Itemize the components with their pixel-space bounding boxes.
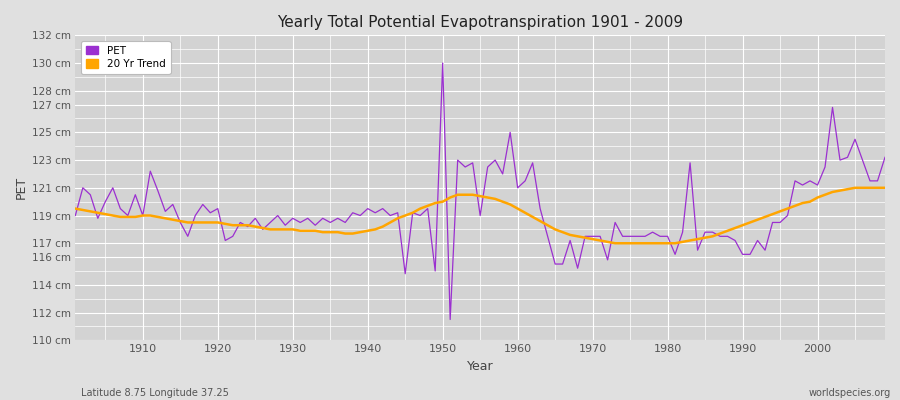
Legend: PET, 20 Yr Trend: PET, 20 Yr Trend bbox=[80, 40, 170, 74]
X-axis label: Year: Year bbox=[467, 360, 493, 373]
Y-axis label: PET: PET bbox=[15, 176, 28, 199]
Text: worldspecies.org: worldspecies.org bbox=[809, 388, 891, 398]
Text: Latitude 8.75 Longitude 37.25: Latitude 8.75 Longitude 37.25 bbox=[81, 388, 229, 398]
Title: Yearly Total Potential Evapotranspiration 1901 - 2009: Yearly Total Potential Evapotranspiratio… bbox=[277, 15, 683, 30]
